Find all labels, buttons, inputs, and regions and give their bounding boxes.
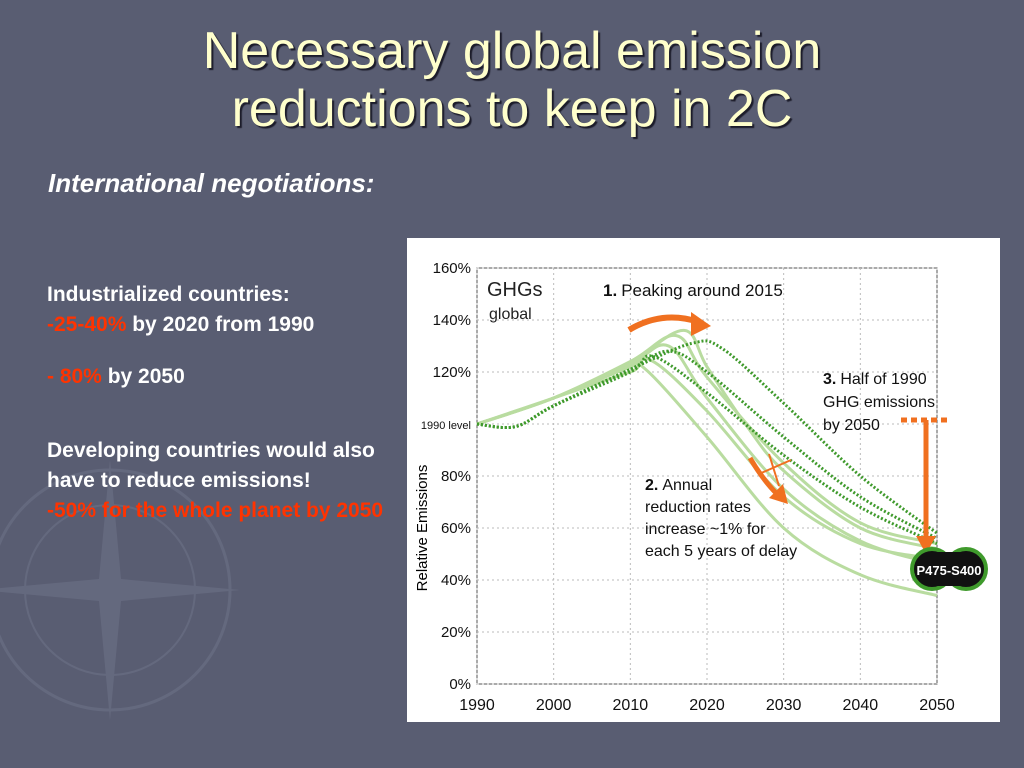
y-tick-label: 80%	[441, 468, 471, 485]
target-2050: - 80% by 2050	[47, 362, 397, 392]
x-tick-label: 2020	[689, 697, 725, 714]
y-tick-label: 0%	[449, 676, 471, 693]
emissions-chart-svg: 0% 20% 40% 60% 80% 1990 level 120% 140% 160% 1990…	[414, 260, 988, 714]
half-1990-arrow-icon	[901, 417, 949, 554]
industrialized-heading: Industrialized countries:	[47, 283, 290, 306]
annotation-1-text: Peaking around 2015	[621, 281, 783, 300]
scenario-end-badge: P475-S400	[910, 547, 988, 591]
x-tick-label: 2040	[843, 697, 879, 714]
y-tick-label: 140%	[433, 312, 471, 329]
compass-watermark-icon	[0, 460, 240, 720]
y-axis-label: Relative Emissions	[414, 465, 431, 592]
y-tick-label: 40%	[441, 572, 471, 589]
y-tick-label: 20%	[441, 624, 471, 641]
target-2020-text: by 2020 from 1990	[126, 313, 315, 336]
end-badge-label: P475-S400	[916, 563, 981, 578]
target-2020: -25-40% by 2020 from 1990	[47, 310, 397, 340]
y-tick-label: 60%	[441, 520, 471, 537]
bullet-list: Industrialized countries: -25-40% by 202…	[47, 280, 397, 526]
ghgs-label: GHGs	[487, 279, 543, 301]
title-line-2: reductions to keep in 2C	[231, 80, 793, 138]
target-2020-value: -25-40%	[47, 313, 127, 336]
chart-series	[476, 328, 938, 598]
x-tick-label: 2010	[613, 697, 649, 714]
x-tick-label: 2000	[536, 697, 572, 714]
x-tick-label: 2050	[919, 697, 955, 714]
annotation-2-line-3: increase ~1% for	[645, 521, 766, 538]
chart-grid	[476, 267, 938, 685]
slide-subtitle: International negotiations:	[48, 168, 375, 198]
annotation-1: 1. Peaking around 2015	[603, 281, 783, 300]
developing-countries-text: Developing countries would also have to …	[47, 439, 375, 492]
x-tick-label: 1990	[459, 697, 495, 714]
annotation-3: 3. Half of 1990 GHG emissions by 2050	[823, 371, 939, 434]
annotation-3-line-1: Half of 1990	[840, 371, 926, 388]
annotation-3-line-2: GHG emissions	[823, 394, 935, 411]
annotation-3-number: 3.	[823, 371, 836, 388]
chart-axes: 0% 20% 40% 60% 80% 1990 level 120% 140% 160% 1990…	[421, 260, 955, 714]
y-tick-label: 160%	[433, 260, 471, 277]
target-2050-value: - 80%	[47, 365, 102, 388]
y-tick-label: 1990 level	[421, 420, 471, 432]
scenario-dotted-line	[476, 339, 938, 535]
scenario-line	[476, 343, 938, 566]
slide-title: Necessary global emission reductions to …	[0, 22, 1024, 138]
annotation-1-number: 1.	[603, 281, 617, 300]
x-tick-label: 2030	[766, 697, 802, 714]
annotation-2-line-1: Annual	[662, 477, 712, 494]
global-label: global	[489, 306, 532, 323]
y-tick-label: 120%	[433, 364, 471, 381]
delay-arrow-icon	[747, 453, 792, 504]
annotation-2-number: 2.	[645, 477, 658, 494]
annotation-2-line-2: reduction rates	[645, 499, 751, 516]
annotation-2: 2. Annual reduction rates increase ~1% fo…	[645, 477, 797, 560]
emissions-chart: 0% 20% 40% 60% 80% 1990 level 120% 140% 160% 1990…	[407, 238, 1000, 722]
title-line-1: Necessary global emission	[202, 22, 822, 80]
annotation-2-line-4: each 5 years of delay	[645, 543, 797, 560]
annotation-3-line-3: by 2050	[823, 417, 880, 434]
peak-arrow-icon	[627, 312, 711, 336]
target-2050-text: by 2050	[101, 365, 185, 388]
whole-planet-target: -50% for the whole planet by 2050	[47, 499, 384, 522]
